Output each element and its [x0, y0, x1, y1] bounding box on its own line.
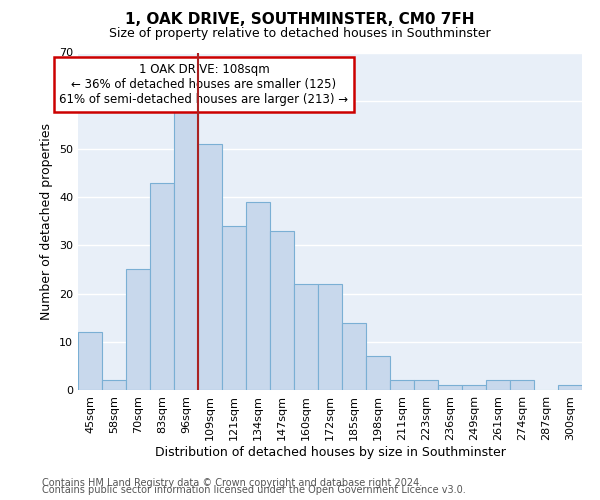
Bar [318, 284, 342, 390]
Bar [270, 231, 294, 390]
Bar [222, 226, 246, 390]
Bar [438, 385, 462, 390]
Bar [174, 110, 198, 390]
Bar [126, 270, 150, 390]
Bar [414, 380, 438, 390]
Bar [342, 322, 366, 390]
Text: 1 OAK DRIVE: 108sqm
← 36% of detached houses are smaller (125)
61% of semi-detac: 1 OAK DRIVE: 108sqm ← 36% of detached ho… [59, 62, 349, 106]
Bar [150, 182, 174, 390]
Bar [198, 144, 222, 390]
Bar [294, 284, 318, 390]
Bar [102, 380, 126, 390]
Text: Size of property relative to detached houses in Southminster: Size of property relative to detached ho… [109, 28, 491, 40]
Y-axis label: Number of detached properties: Number of detached properties [40, 122, 53, 320]
Bar [366, 356, 390, 390]
Bar [462, 385, 486, 390]
Bar [78, 332, 102, 390]
Bar [486, 380, 510, 390]
Text: Contains HM Land Registry data © Crown copyright and database right 2024.: Contains HM Land Registry data © Crown c… [42, 478, 422, 488]
Text: Contains public sector information licensed under the Open Government Licence v3: Contains public sector information licen… [42, 485, 466, 495]
Bar [390, 380, 414, 390]
X-axis label: Distribution of detached houses by size in Southminster: Distribution of detached houses by size … [155, 446, 505, 458]
Bar [558, 385, 582, 390]
Bar [246, 202, 270, 390]
Text: 1, OAK DRIVE, SOUTHMINSTER, CM0 7FH: 1, OAK DRIVE, SOUTHMINSTER, CM0 7FH [125, 12, 475, 28]
Bar [510, 380, 534, 390]
